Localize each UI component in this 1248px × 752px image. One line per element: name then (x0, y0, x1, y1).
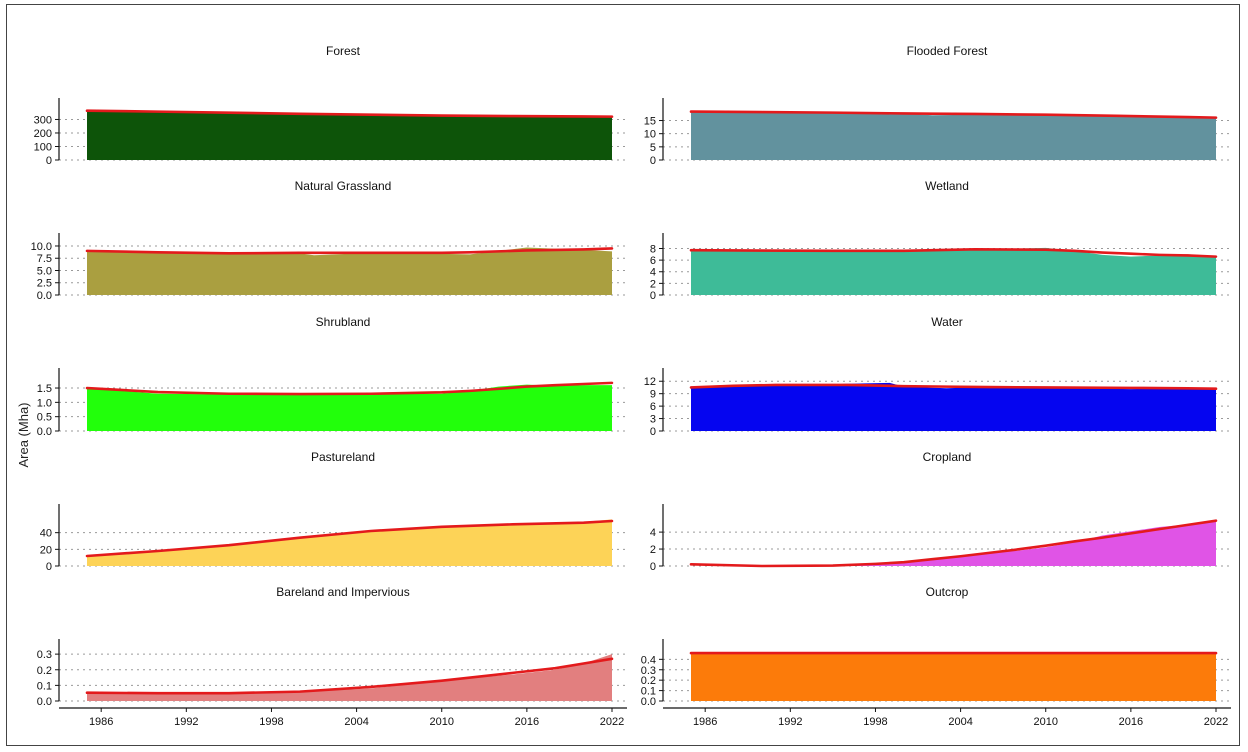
x-tick-label: 1998 (259, 716, 283, 728)
y-tick-label: 2 (650, 544, 656, 556)
y-tick-label: 0 (650, 561, 656, 573)
area-series (87, 519, 612, 566)
trend-line (689, 383, 1218, 391)
panel-pastureland: Pastureland 0 20 40 (40, 450, 627, 573)
trend-line (689, 110, 1218, 119)
x-tick-label: 2022 (1204, 716, 1228, 728)
x-tick-label: 2004 (344, 716, 368, 728)
y-tick-label: 0.4 (641, 654, 656, 666)
panel-title: Outcrop (926, 585, 969, 599)
y-tick-label: 9 (650, 389, 656, 401)
y-tick-label: 200 (34, 128, 52, 140)
y-tick-label: 0 (46, 561, 52, 573)
y-tick-label: 8 (650, 243, 656, 255)
y-tick-label: 0.2 (37, 665, 52, 677)
panel-natural-grassland: Natural Grassland 0.02.55.07.510.0 (31, 179, 627, 302)
y-tick-label: 10 (644, 129, 656, 141)
figure-frame: Forest 0 100 200 300 Flooded Forest 0 5 10 15 Natu… (6, 4, 1240, 746)
area-series (87, 111, 612, 160)
y-tick-label: 5.0 (37, 265, 52, 277)
panel-bareland-and-impervious: Bareland and Impervious 0.0 0.1 0.2 0.3 1986 1… (37, 585, 627, 728)
y-tick-label: 15 (644, 116, 656, 128)
y-axis-label: Area (Mha) (16, 402, 36, 467)
y-tick-label: 0.3 (641, 665, 656, 677)
panel-title: Wetland (925, 179, 969, 193)
y-tick-label: 0.3 (37, 649, 52, 661)
y-tick-label: 0 (650, 290, 656, 302)
y-tick-label: 0.2 (641, 675, 656, 687)
panel-title: Cropland (923, 450, 972, 464)
panel-cropland: Cropland 0 2 4 (650, 450, 1231, 573)
y-tick-label: 2.5 (37, 278, 52, 290)
panel-outcrop: Outcrop 0.00.10.20.30.4 1986 1992 1998 2004 20… (641, 585, 1231, 728)
trend-line (689, 248, 1218, 258)
y-tick-label: 0 (650, 155, 656, 167)
area-series (691, 382, 1216, 431)
y-tick-label: 1.0 (37, 397, 52, 409)
area-series (87, 247, 612, 295)
panel-shrubland: Shrubland 0.0 0.5 1.0 1.5 (37, 315, 627, 438)
trend-line (85, 519, 614, 558)
panel-title: Flooded Forest (907, 44, 988, 58)
y-tick-label: 0.0 (37, 426, 52, 438)
area-series (87, 654, 612, 701)
x-tick-label: 1986 (89, 716, 113, 728)
y-tick-label: 100 (34, 141, 52, 153)
y-tick-label: 40 (40, 528, 52, 540)
y-tick-label: 1.5 (37, 383, 52, 395)
x-tick-label: 1992 (174, 716, 198, 728)
y-tick-label: 2 (650, 278, 656, 290)
x-tick-label: 1992 (778, 716, 802, 728)
trend-line (689, 519, 1218, 568)
y-tick-label: 0.0 (37, 696, 52, 708)
y-tick-label: 0.0 (37, 290, 52, 302)
y-axis-label-text: Area (Mha) (16, 402, 31, 468)
y-tick-label: 0.0 (641, 696, 656, 708)
trend-line (85, 247, 614, 255)
area-series (691, 653, 1216, 701)
x-tick-label: 1986 (693, 716, 717, 728)
y-tick-label: 6 (650, 255, 656, 267)
y-tick-label: 0.1 (37, 680, 52, 692)
y-tick-label: 3 (650, 414, 656, 426)
panel-title: Bareland and Impervious (276, 585, 409, 599)
panel-title: Forest (326, 44, 361, 58)
panel-title: Shrubland (316, 315, 371, 329)
y-tick-label: 4 (650, 267, 656, 279)
panel-title: Pastureland (311, 450, 375, 464)
area-series (87, 384, 612, 431)
trend-line (85, 657, 614, 695)
x-tick-label: 2004 (948, 716, 972, 728)
area-series (691, 112, 1216, 160)
panel-title: Natural Grassland (295, 179, 392, 193)
area-series (691, 521, 1216, 566)
y-tick-label: 12 (644, 376, 656, 388)
x-tick-label: 2016 (1119, 716, 1143, 728)
trend-line (85, 109, 614, 118)
y-tick-label: 6 (650, 401, 656, 413)
y-tick-label: 0.5 (37, 412, 52, 424)
y-tick-label: 20 (40, 544, 52, 556)
y-tick-label: 5 (650, 142, 656, 154)
x-tick-label: 2022 (600, 716, 624, 728)
y-tick-label: 10.0 (31, 241, 52, 253)
y-tick-label: 0 (650, 426, 656, 438)
x-tick-label: 2010 (1033, 716, 1057, 728)
x-tick-label: 1998 (863, 716, 887, 728)
x-tick-label: 2010 (429, 716, 453, 728)
y-tick-label: 300 (34, 114, 52, 126)
y-tick-label: 0.1 (641, 686, 656, 698)
x-tick-label: 2016 (515, 716, 539, 728)
panel-title: Water (931, 315, 963, 329)
area-series (691, 247, 1216, 295)
y-tick-label: 7.5 (37, 253, 52, 265)
y-tick-label: 4 (650, 527, 656, 539)
y-tick-label: 0 (46, 155, 52, 167)
trend-line (85, 381, 614, 396)
